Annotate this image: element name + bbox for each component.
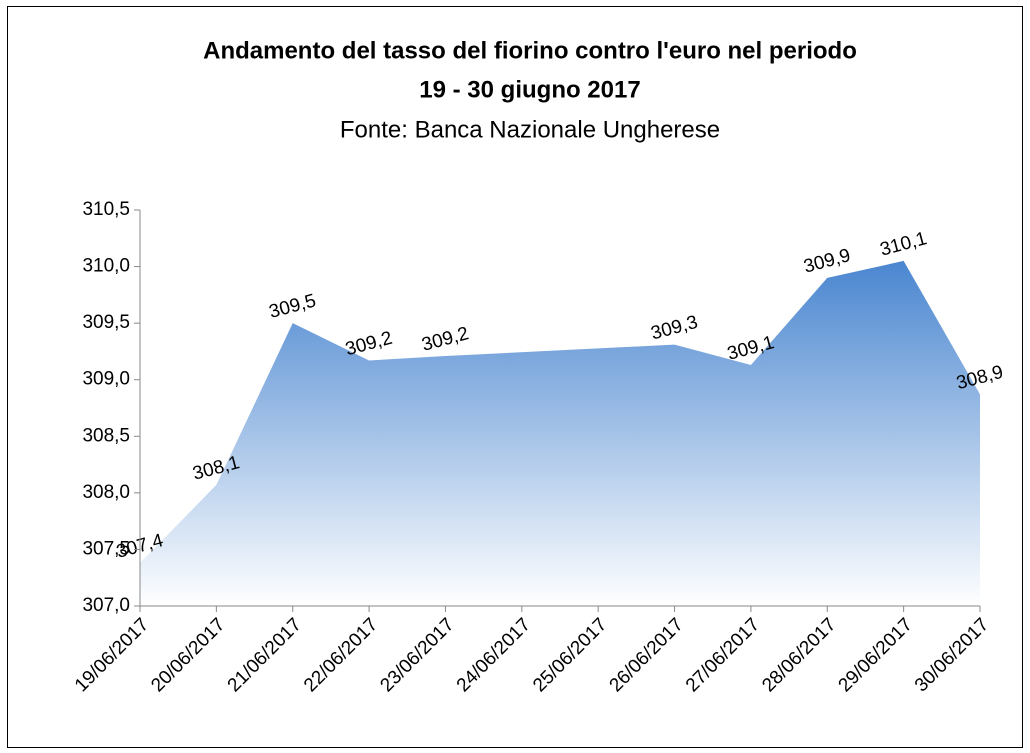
y-tick-label: 308,5 xyxy=(82,425,130,446)
chart-title: Andamento del tasso del fiorino contro l… xyxy=(203,37,857,64)
y-tick-label: 309,0 xyxy=(82,369,130,390)
y-tick-label: 309,5 xyxy=(82,312,130,333)
y-tick-label: 310,5 xyxy=(82,199,130,220)
y-tick-label: 307,0 xyxy=(82,595,130,616)
area xyxy=(140,260,980,606)
y-tick-label: 308,0 xyxy=(82,482,130,503)
y-tick-label: 307,5 xyxy=(82,538,130,559)
chart-subtitle: Fonte: Banca Nazionale Ungherese xyxy=(340,116,720,143)
y-tick-label: 310,0 xyxy=(82,256,130,277)
chart-title-line: 19 - 30 giugno 2017 xyxy=(419,76,640,103)
